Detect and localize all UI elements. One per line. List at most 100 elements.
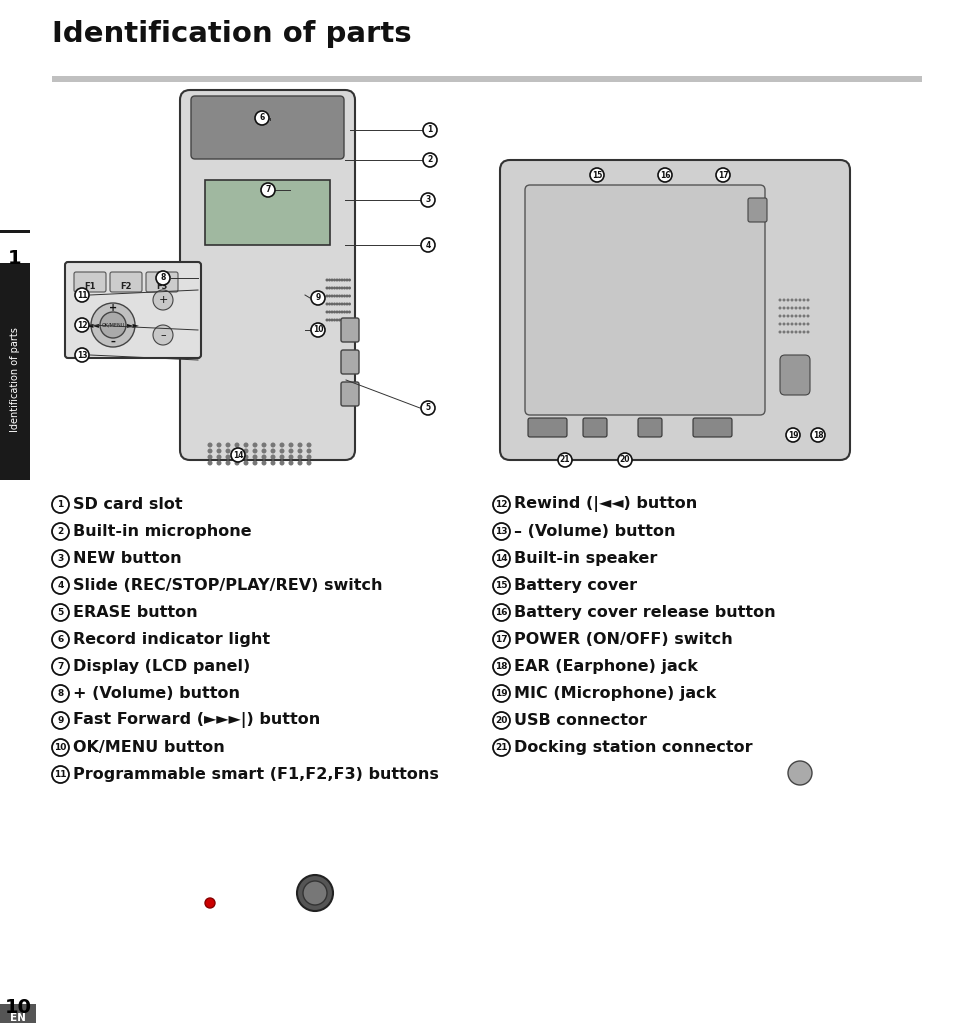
Circle shape: [52, 766, 69, 783]
Circle shape: [790, 322, 793, 325]
Circle shape: [422, 153, 436, 167]
Circle shape: [216, 454, 221, 459]
Circle shape: [152, 325, 172, 345]
Circle shape: [493, 577, 510, 594]
FancyBboxPatch shape: [146, 272, 178, 292]
Circle shape: [345, 295, 348, 298]
Text: 1: 1: [427, 126, 432, 134]
Circle shape: [798, 307, 801, 310]
Circle shape: [234, 460, 239, 465]
Text: 21: 21: [495, 743, 507, 752]
Circle shape: [348, 311, 351, 313]
Circle shape: [261, 443, 266, 447]
Circle shape: [785, 330, 789, 333]
Text: 20: 20: [495, 716, 507, 725]
Text: 7: 7: [265, 185, 271, 194]
Text: 6: 6: [259, 114, 264, 123]
Circle shape: [778, 322, 781, 325]
Circle shape: [296, 875, 333, 911]
Circle shape: [52, 496, 69, 513]
Bar: [205, 180, 330, 244]
Circle shape: [306, 460, 312, 465]
Circle shape: [208, 454, 213, 459]
Text: MIC (Microphone) jack: MIC (Microphone) jack: [514, 686, 716, 701]
Circle shape: [216, 460, 221, 465]
Circle shape: [303, 881, 327, 905]
Text: 3: 3: [425, 195, 430, 205]
Text: 10: 10: [54, 743, 67, 752]
Circle shape: [225, 454, 231, 459]
Circle shape: [335, 295, 338, 298]
Circle shape: [253, 448, 257, 453]
Circle shape: [261, 448, 266, 453]
Circle shape: [340, 311, 343, 313]
Circle shape: [805, 322, 809, 325]
Text: 1: 1: [9, 249, 22, 268]
Text: NEW button: NEW button: [73, 551, 181, 566]
Circle shape: [225, 443, 231, 447]
Circle shape: [343, 311, 346, 313]
Circle shape: [253, 443, 257, 447]
Circle shape: [225, 448, 231, 453]
Circle shape: [348, 278, 351, 281]
Circle shape: [100, 312, 126, 338]
Circle shape: [493, 550, 510, 567]
Text: 19: 19: [787, 431, 798, 440]
Circle shape: [279, 454, 284, 459]
Circle shape: [790, 330, 793, 333]
Text: – (Volume) button: – (Volume) button: [514, 524, 675, 539]
FancyBboxPatch shape: [65, 262, 201, 358]
Circle shape: [152, 290, 172, 310]
Text: 17: 17: [717, 171, 727, 179]
Text: 11: 11: [76, 291, 87, 300]
Circle shape: [493, 685, 510, 702]
Circle shape: [330, 286, 334, 290]
Text: 15: 15: [495, 581, 507, 590]
Text: 8: 8: [160, 273, 166, 282]
Text: 12: 12: [495, 500, 507, 509]
Text: 18: 18: [495, 662, 507, 671]
Circle shape: [297, 460, 302, 465]
Circle shape: [337, 311, 340, 313]
Text: F2: F2: [120, 282, 132, 291]
Circle shape: [243, 460, 248, 465]
Circle shape: [297, 443, 302, 447]
Circle shape: [216, 443, 221, 447]
Text: ►►: ►►: [127, 320, 139, 329]
Circle shape: [785, 314, 789, 317]
Circle shape: [801, 314, 804, 317]
Circle shape: [52, 658, 69, 675]
Text: 2: 2: [57, 527, 64, 536]
Circle shape: [348, 318, 351, 321]
Circle shape: [798, 299, 801, 302]
Circle shape: [493, 496, 510, 513]
Circle shape: [618, 453, 631, 468]
Circle shape: [345, 303, 348, 306]
Circle shape: [325, 278, 328, 281]
Circle shape: [52, 739, 69, 756]
FancyBboxPatch shape: [527, 418, 566, 437]
Circle shape: [333, 311, 335, 313]
Text: Battery cover: Battery cover: [514, 578, 637, 593]
Text: OK/MENU: OK/MENU: [101, 322, 125, 327]
Text: +: +: [158, 295, 168, 305]
Text: 3: 3: [57, 554, 64, 563]
Circle shape: [337, 303, 340, 306]
Circle shape: [785, 299, 789, 302]
Circle shape: [328, 286, 331, 290]
Circle shape: [75, 318, 89, 332]
Circle shape: [297, 448, 302, 453]
Circle shape: [333, 286, 335, 290]
Circle shape: [558, 453, 572, 468]
Circle shape: [271, 443, 275, 447]
Circle shape: [52, 631, 69, 648]
Circle shape: [798, 330, 801, 333]
Circle shape: [297, 454, 302, 459]
Circle shape: [311, 291, 325, 305]
Circle shape: [243, 448, 248, 453]
Circle shape: [781, 307, 784, 310]
Circle shape: [156, 271, 170, 285]
FancyBboxPatch shape: [524, 185, 764, 415]
Text: 19: 19: [495, 690, 507, 698]
Circle shape: [306, 454, 312, 459]
